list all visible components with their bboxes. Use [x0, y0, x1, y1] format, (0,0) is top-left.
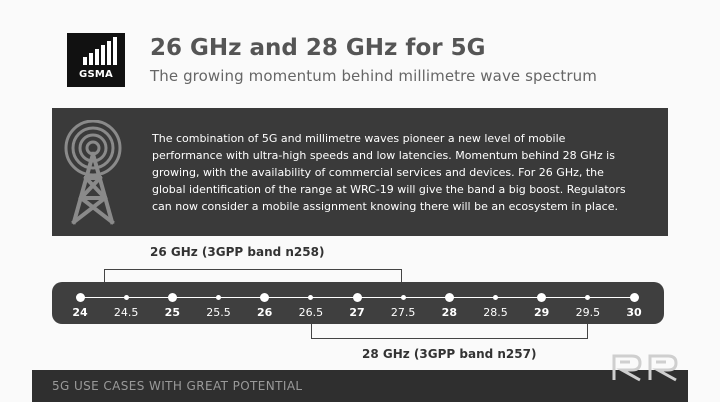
band-28ghz-bracket [311, 324, 588, 339]
page-subtitle: The growing momentum behind millimetre w… [150, 67, 597, 85]
axis-tick-label: 29 [534, 306, 550, 319]
section-header-label: 5G USE CASES WITH GREAT POTENTIAL [52, 379, 303, 393]
axis-tick-label: 25 [164, 306, 180, 319]
axis-tick-dot [123, 295, 129, 300]
axis-tick-label: 27 [349, 306, 365, 319]
axis-tick-label: 28 [441, 306, 457, 319]
axis-tick-dot [537, 293, 547, 302]
info-line: growing, with the availability of commer… [152, 166, 604, 179]
gsma-logo: GSMA [67, 33, 125, 87]
radio-tower-icon [64, 120, 122, 225]
axis-tick-label: 26 [257, 306, 273, 319]
band-26ghz-label: 26 GHz (3GPP band n258) [150, 245, 325, 259]
axis-tick-dot [308, 295, 314, 300]
frequency-axis: 24 24.5 25 25.5 26 26.5 27 27.5 28 28.5 29 29.5 30 [52, 282, 664, 324]
axis-tick-dot [75, 293, 85, 302]
axis-tick-dot [216, 295, 221, 300]
axis-tick-label: 29.5 [575, 306, 601, 319]
axis-tick-dot [260, 293, 270, 302]
info-line: The combination of 5G and millimetre wav… [152, 132, 566, 145]
info-text: The combination of 5G and millimetre wav… [152, 130, 652, 215]
axis-tick-dot [400, 295, 406, 300]
axis-tick-label: 25.5 [206, 306, 231, 319]
axis-tick-dot [585, 295, 591, 300]
logo-text: GSMA [79, 69, 113, 80]
page-title: 26 GHz and 28 GHz for 5G [150, 35, 486, 61]
section-header-bar: 5G USE CASES WITH GREAT POTENTIAL [32, 370, 688, 402]
axis-tick-label: 24.5 [113, 306, 139, 319]
info-line: can now consider a mobile assignment kno… [152, 200, 618, 213]
band-26ghz-bracket [104, 269, 402, 284]
info-line: global identification of the range at WR… [152, 183, 626, 196]
axis-tick-dot [167, 293, 177, 302]
axis-tick-label: 26.5 [298, 306, 324, 319]
watermark-logo-icon [612, 354, 678, 382]
axis-tick-dot [444, 293, 454, 302]
axis-tick-dot [352, 293, 362, 302]
axis-tick-dot [629, 293, 639, 302]
signal-bars-icon [83, 37, 117, 65]
info-line: performance with ultra-high speeds and l… [152, 149, 615, 162]
axis-tick-dot [493, 295, 498, 300]
axis-tick-label: 28.5 [483, 306, 508, 319]
band-28ghz-label: 28 GHz (3GPP band n257) [362, 347, 537, 361]
axis-tick-label: 30 [626, 306, 642, 319]
axis-tick-label: 24 [72, 306, 88, 319]
axis-tick-label: 27.5 [390, 306, 416, 319]
info-panel: The combination of 5G and millimetre wav… [52, 108, 668, 236]
